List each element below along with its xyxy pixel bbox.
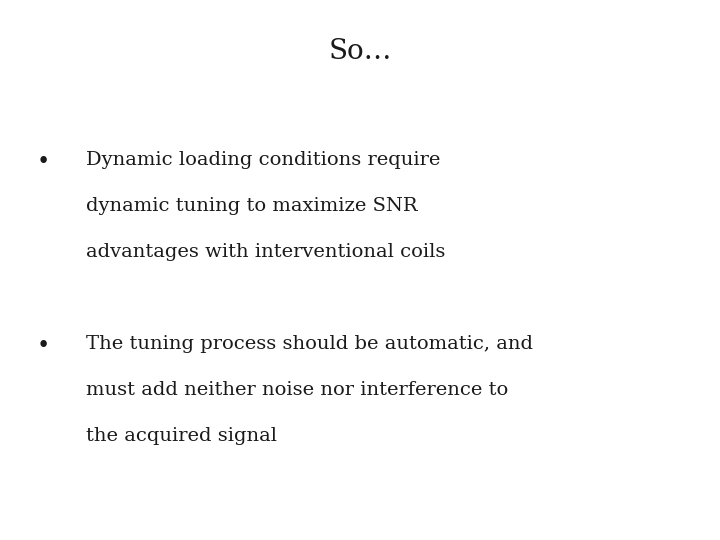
Text: the acquired signal: the acquired signal (86, 427, 277, 444)
Text: The tuning process should be automatic, and: The tuning process should be automatic, … (86, 335, 534, 353)
Text: must add neither noise nor interference to: must add neither noise nor interference … (86, 381, 508, 399)
Text: advantages with interventional coils: advantages with interventional coils (86, 243, 446, 261)
Text: dynamic tuning to maximize SNR: dynamic tuning to maximize SNR (86, 197, 418, 215)
Text: •: • (37, 151, 50, 173)
Text: •: • (37, 335, 50, 357)
Text: So…: So… (328, 38, 392, 65)
Text: Dynamic loading conditions require: Dynamic loading conditions require (86, 151, 441, 169)
